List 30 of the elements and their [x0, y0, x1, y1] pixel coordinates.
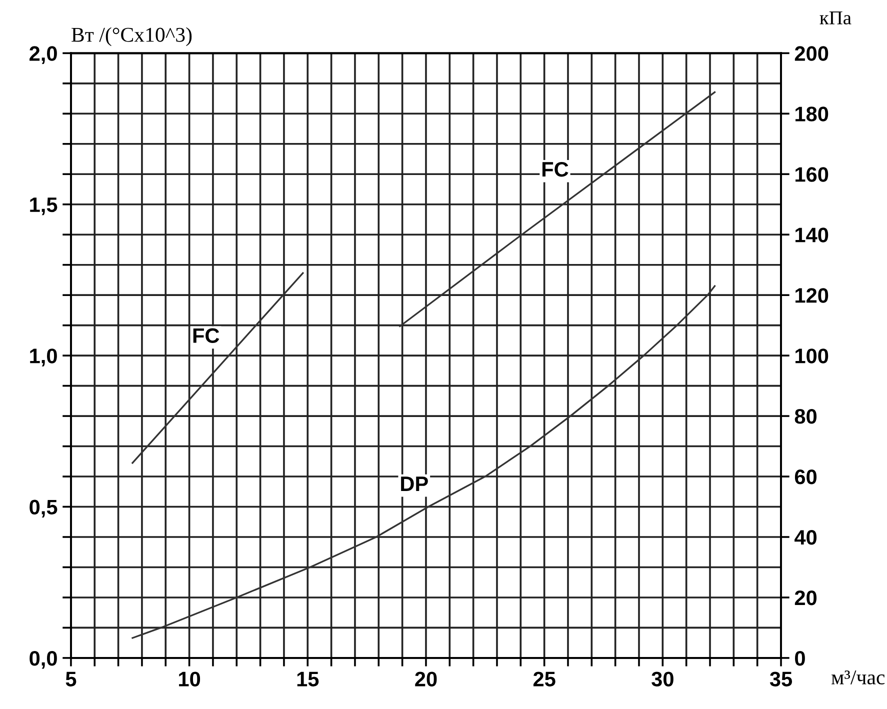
x-tick-label: 30 [652, 672, 674, 686]
y2-tick-label: 120 [796, 288, 828, 303]
y2-tick-label: 20 [794, 590, 817, 606]
y-tick-label: 0,0 [30, 650, 57, 669]
y2-tick-label: 60 [794, 470, 817, 484]
y2-axis-title: кПа [820, 11, 852, 24]
y-axis-title: Вт /(°Cx10^3) [72, 27, 192, 46]
x-tick-label: 20 [415, 672, 437, 686]
y2-tick-label: 200 [794, 46, 828, 61]
y-tick-label: 2,0 [30, 46, 57, 64]
annotation: DP [401, 476, 428, 491]
x-tick-label: 5 [66, 672, 76, 686]
y2-tick-label: 40 [794, 530, 817, 545]
x-tick-label: 10 [179, 672, 200, 686]
y2-tick-label: 80 [794, 409, 817, 424]
annotation: FC [193, 328, 220, 344]
x-tick-label: 15 [297, 672, 319, 686]
y2-tick-label: 100 [796, 348, 828, 364]
y2-tick-label: 140 [796, 228, 828, 242]
x-tick-label: 25 [533, 672, 556, 686]
y-tick-label: 0,5 [30, 500, 58, 518]
y2-tick-label: 180 [796, 106, 828, 122]
x-tick-label: 35 [770, 672, 792, 686]
annotation: FC [542, 162, 568, 177]
x-axis-title: м³/час [832, 670, 885, 684]
line-series [132, 285, 716, 639]
y-tick-label: 1,0 [30, 348, 57, 366]
y-tick-label: 1,5 [30, 198, 58, 216]
y2-tick-label: 160 [796, 167, 828, 182]
y2-tick-label: 0 [795, 650, 805, 666]
